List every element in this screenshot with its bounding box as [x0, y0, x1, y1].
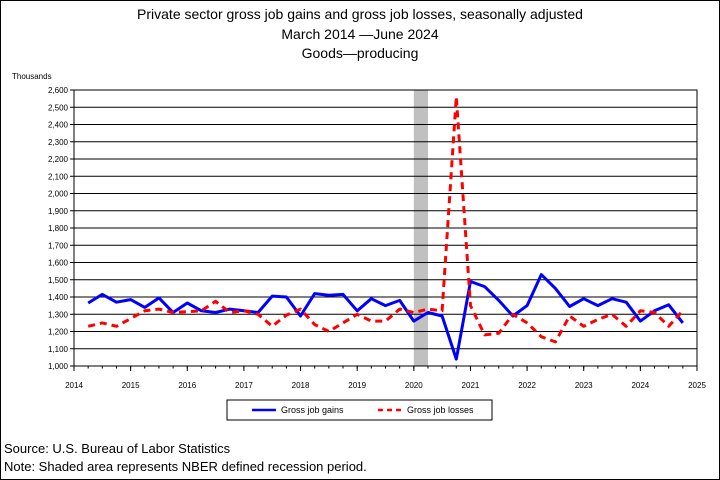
chart-title: Private sector gross job gains and gross… — [137, 6, 583, 22]
x-tick-label: 2024 — [631, 381, 649, 390]
x-tick-label: 2016 — [178, 381, 196, 390]
series-line-gross-job-losses — [87, 95, 684, 344]
x-tick-label: 2015 — [122, 381, 140, 390]
y-tick-label: 1,100 — [48, 345, 69, 354]
y-tick-label: 1,400 — [48, 293, 69, 302]
y-axis-label: Thousands — [12, 72, 52, 81]
y-tick-label: 2,600 — [48, 86, 69, 95]
x-tick-label: 2023 — [575, 381, 593, 390]
x-tick-label: 2019 — [348, 381, 366, 390]
y-tick-label: 1,700 — [48, 241, 69, 250]
x-tick-label: 2018 — [292, 381, 310, 390]
x-tick-label: 2025 — [688, 381, 706, 390]
y-tick-label: 1,200 — [48, 328, 69, 337]
legend-label-gross-job-losses: Gross job losses — [407, 405, 474, 415]
y-tick-label: 2,300 — [48, 138, 69, 147]
y-tick-label: 1,500 — [48, 276, 69, 285]
y-tick-label: 1,000 — [48, 362, 69, 371]
y-tick-label: 1,600 — [48, 259, 69, 268]
x-tick-label: 2014 — [65, 381, 83, 390]
y-tick-label: 1,300 — [48, 310, 69, 319]
legend-label-gross-job-gains: Gross job gains — [281, 405, 344, 415]
x-tick-label: 2021 — [462, 381, 480, 390]
x-tick-label: 2017 — [235, 381, 253, 390]
x-tick-label: 2022 — [518, 381, 536, 390]
legend — [226, 399, 493, 421]
series-line-gross-job-gains — [87, 273, 684, 361]
chart-subtitle-sector: Goods—producing — [301, 45, 419, 61]
y-tick-label: 2,500 — [48, 103, 69, 112]
y-tick-label: 1,800 — [48, 224, 69, 233]
shading-note: Note: Shaded area represents NBER define… — [4, 459, 367, 474]
x-tick-label: 2020 — [405, 381, 423, 390]
y-tick-label: 1,900 — [48, 207, 69, 216]
y-tick-label: 2,000 — [48, 190, 69, 199]
source-note: Source: U.S. Bureau of Labor Statistics — [4, 441, 231, 456]
chart-subtitle-period: March 2014 —June 2024 — [281, 26, 439, 42]
y-tick-label: 2,200 — [48, 155, 69, 164]
y-tick-label: 2,100 — [48, 172, 69, 181]
y-tick-label: 2,400 — [48, 121, 69, 130]
